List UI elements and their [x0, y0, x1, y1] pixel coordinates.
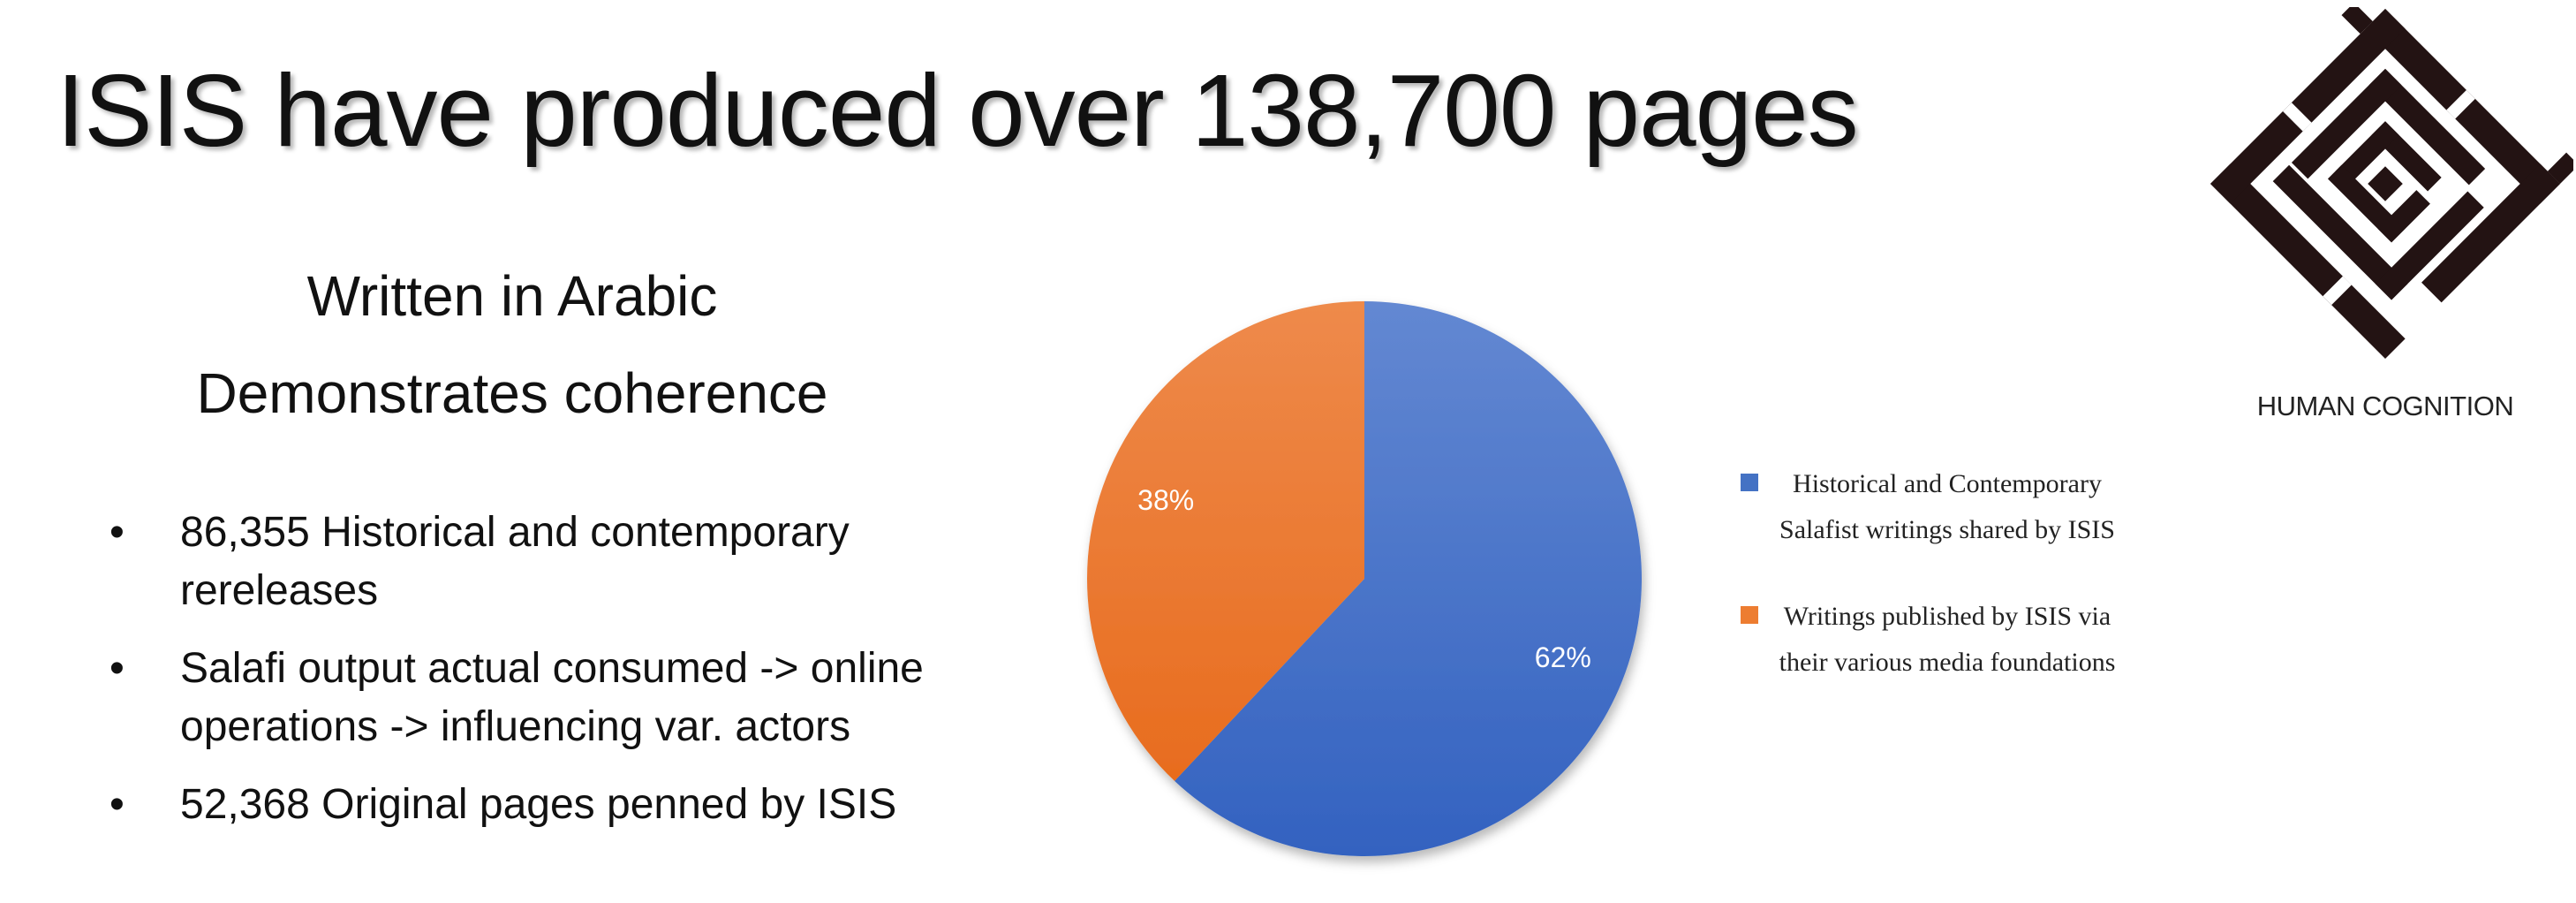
- legend-item-historical-salafist: Historical and Contemporary Salafist wri…: [1735, 461, 2150, 553]
- chart-legend: Historical and Contemporary Salafist wri…: [1735, 461, 2150, 726]
- bullet-text-line: 52,368 Original pages penned by ISIS: [180, 781, 897, 828]
- bullet-text-line: operations -> influencing var. actors: [180, 703, 851, 750]
- pie-data-label: 62%: [1535, 641, 1591, 673]
- legend-swatch-orange: [1741, 606, 1758, 624]
- legend-swatch-blue: [1741, 474, 1758, 491]
- legend-item-isis-publications: Writings published by ISIS via their var…: [1735, 594, 2150, 686]
- legend-label-line: Salafist writings shared by ISIS: [1779, 515, 2115, 544]
- bullet-text-line: Salafi output actual consumed -> online: [180, 645, 924, 692]
- bullet-item: • 86,355 Historical and contemporary rer…: [106, 504, 1060, 620]
- bullet-dot-icon: •: [110, 645, 125, 692]
- logo-caption: HUMAN COGNITION: [2256, 391, 2514, 421]
- bullet-dot-icon: •: [110, 781, 125, 828]
- subheading-written-in-arabic: Written in Arabic: [306, 264, 718, 328]
- legend-label-line: Historical and Contemporary: [1793, 469, 2102, 498]
- bullet-list: • 86,355 Historical and contemporary rer…: [106, 504, 1060, 854]
- bullet-text-line: rereleases: [180, 567, 379, 614]
- bullet-item: • Salafi output actual consumed -> onlin…: [106, 640, 1060, 756]
- bullet-dot-icon: •: [110, 509, 125, 556]
- bullet-item: • 52,368 Original pages penned by ISIS: [106, 776, 1060, 834]
- subheading-demonstrates-coherence: Demonstrates coherence: [196, 361, 828, 425]
- slide-title: ISIS have produced over 138,700 pages: [57, 53, 1859, 168]
- legend-label-line: Writings published by ISIS via: [1783, 602, 2111, 631]
- bullet-text-line: 86,355 Historical and contemporary: [180, 509, 850, 556]
- pie-data-label: 38%: [1137, 484, 1194, 516]
- pie-slice: [1175, 301, 1642, 856]
- human-cognition-logo-icon: [2210, 7, 2573, 359]
- pie-slice: [1087, 301, 1364, 781]
- pie-chart: 62% 38%: [1087, 301, 1642, 856]
- legend-label-line: their various media foundations: [1779, 648, 2116, 677]
